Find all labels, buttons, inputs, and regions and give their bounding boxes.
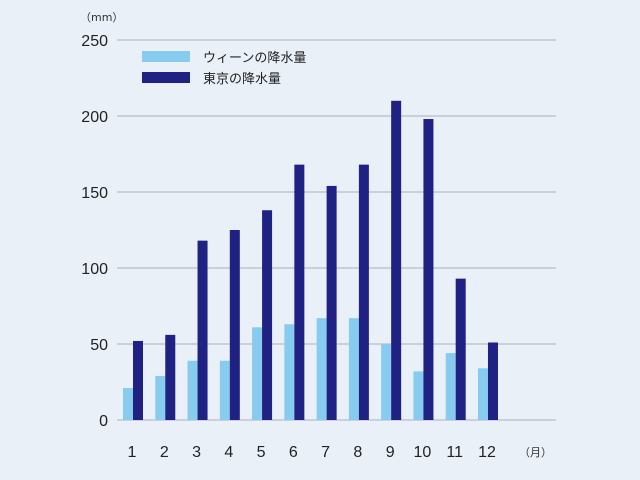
bar-vienna bbox=[284, 324, 295, 420]
y-tick-label: 150 bbox=[81, 185, 108, 202]
legend: ウィーンの降水量 東京の降水量 bbox=[142, 51, 306, 87]
bars bbox=[123, 100, 498, 421]
bar-tokyo bbox=[165, 334, 176, 420]
y-tick-label: 0 bbox=[99, 413, 108, 430]
x-tick-label: 2 bbox=[160, 444, 169, 461]
x-tick-label: 12 bbox=[478, 444, 496, 461]
legend-swatch-vienna bbox=[142, 51, 190, 62]
x-tick-label: 6 bbox=[289, 444, 298, 461]
x-tick-label: 8 bbox=[353, 444, 362, 461]
y-tick-label: 200 bbox=[81, 109, 108, 126]
bar-vienna bbox=[348, 318, 359, 420]
x-tick-label: 3 bbox=[192, 444, 201, 461]
x-tick-label: 9 bbox=[386, 444, 395, 461]
legend-label-vienna: ウィーンの降水量 bbox=[203, 51, 306, 66]
y-tick-label: 100 bbox=[81, 261, 108, 278]
bar-tokyo bbox=[326, 185, 337, 420]
x-tick-label: 10 bbox=[414, 444, 432, 461]
x-tick-label: 11 bbox=[446, 444, 463, 461]
x-tick-label: 1 bbox=[128, 444, 137, 461]
bar-tokyo bbox=[294, 164, 305, 420]
bar-tokyo bbox=[262, 210, 273, 420]
y-axis-unit-label: （mm） bbox=[80, 11, 123, 24]
bar-tokyo bbox=[391, 100, 402, 421]
x-tick-label: 5 bbox=[257, 444, 266, 461]
bar-vienna bbox=[445, 353, 456, 420]
bar-tokyo bbox=[455, 278, 466, 420]
x-tick-label: 4 bbox=[224, 444, 233, 461]
bar-vienna bbox=[413, 371, 424, 420]
x-tick-label: 7 bbox=[321, 444, 330, 461]
bar-vienna bbox=[252, 327, 263, 420]
bar-tokyo bbox=[358, 164, 369, 420]
bar-vienna bbox=[316, 318, 327, 420]
bar-vienna bbox=[381, 344, 392, 420]
y-tick-label: 250 bbox=[81, 33, 108, 50]
y-tick-label: 50 bbox=[90, 337, 108, 354]
bar-tokyo bbox=[197, 240, 208, 420]
bar-vienna bbox=[219, 360, 230, 420]
bar-tokyo bbox=[229, 230, 240, 420]
bar-tokyo bbox=[487, 342, 498, 420]
bar-tokyo bbox=[133, 340, 143, 420]
x-axis-unit-label: （月） bbox=[519, 446, 552, 459]
legend-swatch-tokyo bbox=[142, 72, 190, 83]
bar-vienna bbox=[187, 360, 198, 420]
legend-label-tokyo: 東京の降水量 bbox=[203, 71, 281, 87]
bar-tokyo bbox=[423, 119, 434, 420]
bar-vienna bbox=[155, 375, 166, 420]
bar-vienna bbox=[477, 368, 488, 420]
bar-vienna bbox=[123, 388, 133, 420]
